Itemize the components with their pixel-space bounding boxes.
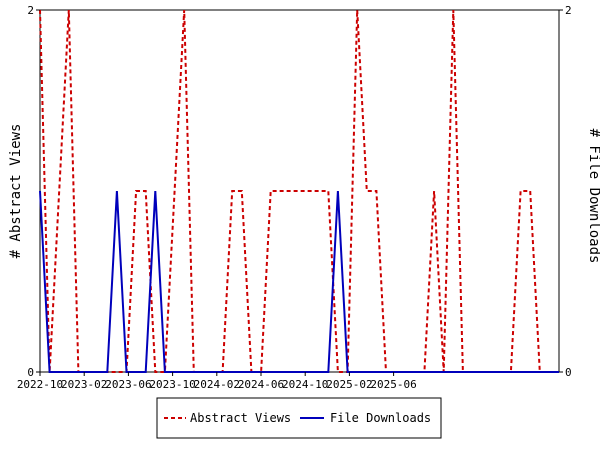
x-tick-label: 2024-02 <box>194 378 240 391</box>
x-tick-label: 2023-10 <box>149 378 195 391</box>
legend-box <box>156 397 442 439</box>
y-right-tick-label: 2 <box>565 4 572 17</box>
series-layer <box>39 9 559 373</box>
x-tick-label: 2025-06 <box>370 378 416 391</box>
y-left-axis-title: # Abstract Views <box>8 124 24 259</box>
x-tick-label: 2023-06 <box>105 378 151 391</box>
x-tick-label: 2023-02 <box>61 378 107 391</box>
legend-label-file-downloads: File Downloads <box>330 411 431 425</box>
y-right-tick-label: 0 <box>565 366 572 379</box>
y-axis-ticks: 0 2 0 2 <box>27 4 571 379</box>
x-tick-label: 2024-10 <box>282 378 328 391</box>
series-line-file-downloads <box>39 190 559 373</box>
x-tick-label: 2024-06 <box>238 378 284 391</box>
legend-label-abstract-views: Abstract Views <box>190 411 291 425</box>
x-tick-label: 2025-02 <box>326 378 372 391</box>
y-right-axis-title: # File Downloads <box>586 129 600 264</box>
y-left-tick-label: 0 <box>27 366 34 379</box>
x-axis-ticks: 2022-102023-022023-062023-102024-022024-… <box>17 372 417 391</box>
legend: Abstract Views File Downloads <box>156 397 442 439</box>
y-left-tick-label: 2 <box>27 4 34 17</box>
x-tick-label: 2022-10 <box>17 378 63 391</box>
